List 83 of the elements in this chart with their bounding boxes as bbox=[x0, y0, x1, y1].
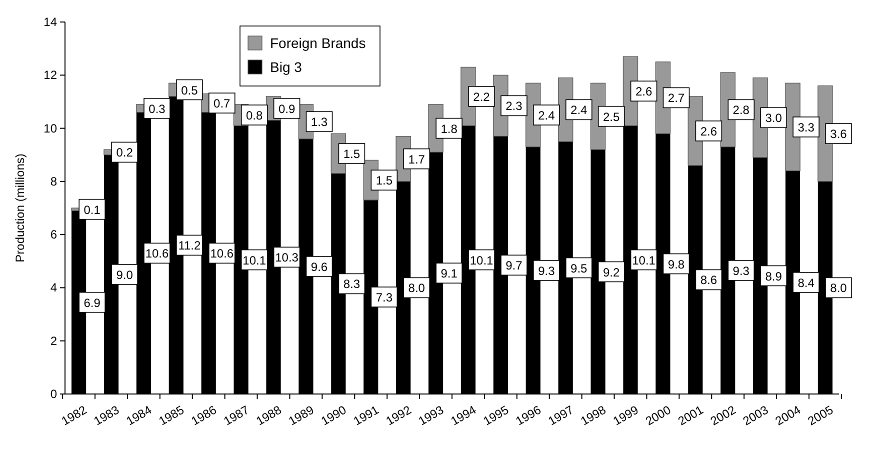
data-label: 8.4 bbox=[798, 276, 815, 290]
x-tick-label: 1993 bbox=[416, 402, 446, 428]
data-label: 1.8 bbox=[440, 122, 458, 136]
data-label: 7.3 bbox=[376, 290, 393, 305]
data-label: 10.6 bbox=[145, 246, 169, 261]
data-label: 3.3 bbox=[798, 120, 815, 134]
y-tick-label: 14 bbox=[44, 15, 58, 29]
x-tick-label: 1999 bbox=[610, 402, 642, 428]
data-label: 0.3 bbox=[148, 102, 166, 116]
data-label: 8.9 bbox=[765, 269, 782, 284]
data-label: 8.3 bbox=[343, 277, 360, 292]
data-label: 11.2 bbox=[178, 238, 202, 253]
data-label: 2.7 bbox=[668, 91, 685, 106]
data-label: 9.0 bbox=[116, 268, 134, 282]
data-label: 2.6 bbox=[635, 84, 652, 99]
x-tick-label: 1990 bbox=[318, 402, 349, 428]
x-tick-label: 1989 bbox=[286, 402, 317, 428]
data-label: 10.1 bbox=[242, 253, 266, 268]
x-tick-label: 1998 bbox=[578, 402, 609, 428]
data-label: 1.5 bbox=[376, 174, 393, 188]
data-label: 3.6 bbox=[830, 127, 848, 142]
data-label: 0.9 bbox=[278, 102, 296, 116]
x-tick-label: 1992 bbox=[383, 402, 414, 428]
x-tick-label: 1994 bbox=[448, 402, 479, 428]
data-label: 2.2 bbox=[473, 90, 490, 104]
x-tick-label: 2002 bbox=[708, 402, 738, 428]
x-tick-label: 1987 bbox=[221, 402, 252, 428]
data-label: 10.6 bbox=[210, 246, 234, 261]
data-label: 10.1 bbox=[470, 253, 494, 268]
x-tick-label: 2005 bbox=[805, 402, 836, 428]
data-label: 6.9 bbox=[84, 296, 101, 310]
x-tick-label: 1986 bbox=[188, 402, 220, 428]
y-tick-label: 12 bbox=[44, 68, 58, 82]
x-tick-label: 1983 bbox=[91, 402, 122, 428]
data-label: 1.5 bbox=[343, 147, 360, 162]
data-label: 0.2 bbox=[116, 146, 134, 160]
y-tick-label: 4 bbox=[50, 280, 58, 295]
x-tick-label: 2003 bbox=[740, 402, 771, 428]
y-tick-label: 6 bbox=[50, 228, 58, 242]
data-label: 8.6 bbox=[700, 273, 718, 288]
data-label: 2.5 bbox=[602, 110, 620, 124]
x-tick-label: 1984 bbox=[124, 402, 154, 428]
data-label: 1.7 bbox=[408, 152, 426, 166]
x-tick-label: 1996 bbox=[513, 402, 544, 428]
data-label: 9.6 bbox=[310, 260, 328, 274]
data-label: 10.1 bbox=[632, 253, 656, 268]
x-tick-label: 1997 bbox=[546, 402, 576, 428]
legend-label: Big 3 bbox=[270, 59, 302, 75]
legend-label: Foreign Brands bbox=[270, 35, 366, 51]
y-tick-label: 8 bbox=[50, 174, 58, 188]
data-label: 0.7 bbox=[214, 96, 231, 111]
data-label: 9.8 bbox=[668, 257, 685, 272]
data-label: 9.7 bbox=[506, 258, 523, 273]
data-label: 9.1 bbox=[440, 266, 458, 281]
x-tick-label: 2004 bbox=[772, 402, 804, 428]
data-label: 8.0 bbox=[408, 281, 426, 296]
y-tick-label: 10 bbox=[44, 121, 58, 136]
data-label: 8.0 bbox=[830, 281, 848, 296]
data-label: 0.1 bbox=[84, 202, 101, 217]
data-label: 2.8 bbox=[732, 103, 750, 118]
data-label: 2.4 bbox=[538, 108, 556, 122]
x-tick-label: 1995 bbox=[480, 402, 512, 428]
data-label: 9.5 bbox=[570, 261, 588, 276]
x-tick-label: 2000 bbox=[643, 402, 674, 428]
data-label: 3.0 bbox=[765, 111, 782, 126]
x-tick-label: 2001 bbox=[676, 402, 706, 428]
y-axis-title: Production (millions) bbox=[13, 154, 27, 262]
y-tick-label: 0 bbox=[50, 387, 58, 401]
data-label: 2.4 bbox=[570, 103, 588, 118]
data-label: 2.3 bbox=[506, 99, 523, 114]
data-label: 2.6 bbox=[700, 124, 718, 138]
data-label: 1.3 bbox=[310, 115, 328, 130]
data-label: 9.2 bbox=[602, 265, 620, 280]
data-label: 9.3 bbox=[732, 264, 750, 278]
data-label: 9.3 bbox=[538, 264, 556, 278]
data-label: 0.8 bbox=[246, 108, 264, 122]
x-tick-label: 1982 bbox=[58, 402, 90, 428]
x-tick-label: 1985 bbox=[156, 402, 187, 428]
y-tick-label: 2 bbox=[50, 334, 58, 348]
data-label: 0.5 bbox=[181, 83, 198, 98]
x-tick-label: 1991 bbox=[351, 402, 382, 428]
x-tick-label: 1988 bbox=[254, 402, 284, 428]
data-label: 10.3 bbox=[275, 250, 299, 265]
